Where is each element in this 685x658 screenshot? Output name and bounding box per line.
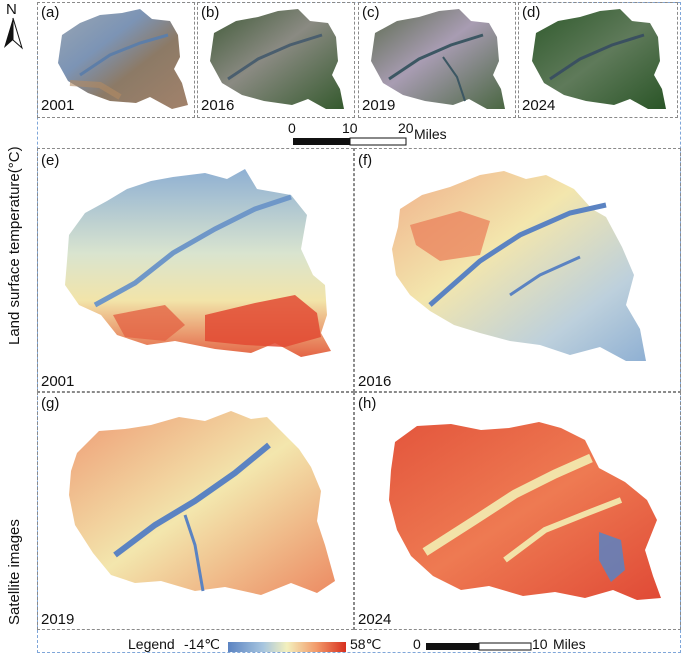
panel-year-a: 2001 [41, 97, 75, 114]
sat-frame-b [197, 2, 355, 118]
satellite-image-2019 [371, 9, 505, 109]
sat-frame-a [37, 2, 195, 118]
scale-top-0: 0 [288, 120, 296, 136]
north-label: N [6, 1, 17, 18]
lst-frame-g [37, 392, 354, 630]
panel-tag-b: (b) [201, 4, 220, 21]
lst-map-2024 [389, 422, 661, 600]
lst-map-2001 [65, 169, 331, 357]
panel-year-h: 2024 [358, 611, 392, 628]
panel-tag-g: (g) [41, 395, 60, 412]
lst-frame-e [37, 148, 354, 392]
sat-frame-c [358, 2, 516, 118]
panel-tag-f: (f) [358, 152, 373, 169]
satellite-side-label: Satellite images [6, 519, 23, 625]
legend-label: Legend [128, 636, 175, 652]
legend-min: -14℃ [184, 636, 220, 652]
panel-year-e: 2001 [41, 373, 75, 390]
panel-year-g: 2019 [41, 611, 75, 628]
panel-tag-c: (c) [362, 4, 380, 21]
lst-frame-h [354, 392, 681, 630]
scale-top-10: 10 [342, 120, 358, 136]
satellite-image-2016 [210, 9, 344, 109]
panel-tag-a: (a) [41, 4, 60, 21]
lst-frame-f [354, 148, 681, 392]
scale-bar-bottom [426, 642, 532, 651]
panel-year-d: 2024 [522, 97, 556, 114]
sat-frame-d [518, 2, 678, 118]
panel-tag-d: (d) [522, 4, 541, 21]
panel-tag-h: (h) [358, 395, 377, 412]
satellite-image-2024 [532, 9, 666, 109]
scale-bottom-0: 0 [413, 636, 421, 652]
lst-side-label: Land surface temperature(°C) [6, 146, 23, 345]
north-arrow-icon [4, 17, 23, 50]
scale-bottom-10: 10 [532, 636, 548, 652]
scale-bar-top [293, 137, 407, 146]
lst-map-2016 [392, 171, 646, 361]
satellite-image-2001 [58, 9, 188, 109]
panel-year-c: 2019 [362, 97, 396, 114]
lst-map-2019 [69, 411, 335, 595]
legend-colorbar [228, 642, 346, 652]
legend-max: 58℃ [350, 636, 382, 652]
panel-tag-e: (e) [41, 152, 60, 169]
panel-year-f: 2016 [358, 373, 392, 390]
scale-top-20: 20 [398, 120, 414, 136]
panel-year-b: 2016 [201, 97, 235, 114]
scale-bottom-unit: Miles [553, 636, 586, 652]
scale-top-unit: Miles [414, 126, 447, 142]
